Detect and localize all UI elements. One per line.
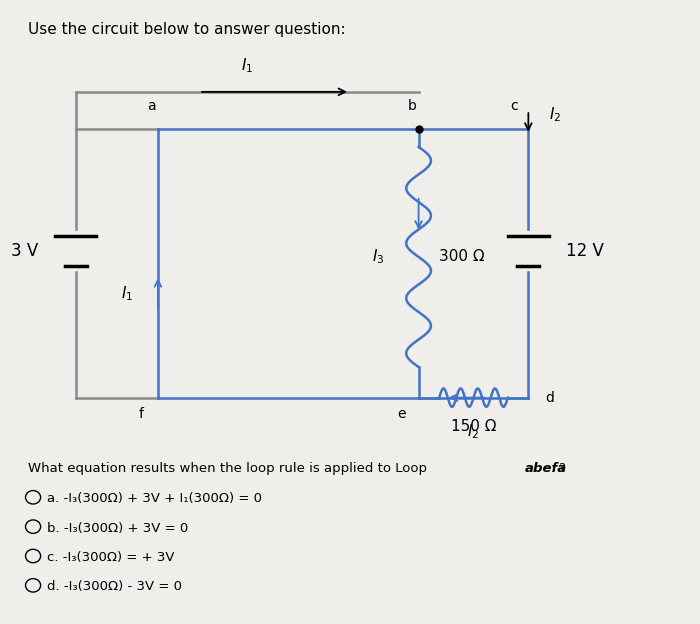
Text: e: e: [397, 407, 406, 421]
Text: 12 V: 12 V: [566, 242, 604, 260]
Text: 3 V: 3 V: [10, 242, 38, 260]
Text: d: d: [545, 391, 554, 404]
Text: c. -I₃(300Ω) = + 3V: c. -I₃(300Ω) = + 3V: [47, 551, 174, 564]
Text: abefa: abefa: [525, 462, 567, 475]
Text: $I_1$: $I_1$: [121, 285, 133, 303]
Text: d. -I₃(300Ω) - 3V = 0: d. -I₃(300Ω) - 3V = 0: [47, 580, 182, 593]
Text: What equation results when the loop rule is applied to Loop: What equation results when the loop rule…: [27, 462, 430, 475]
Text: a. -I₃(300Ω) + 3V + I₁(300Ω) = 0: a. -I₃(300Ω) + 3V + I₁(300Ω) = 0: [47, 492, 262, 505]
Text: f: f: [139, 407, 143, 421]
Text: ?: ?: [558, 462, 565, 475]
Text: 300 Ω: 300 Ω: [439, 250, 485, 265]
Text: c: c: [510, 99, 518, 114]
Text: b: b: [407, 99, 416, 114]
Text: a: a: [147, 99, 155, 114]
Text: $I_1$: $I_1$: [241, 56, 253, 75]
Text: Use the circuit below to answer question:: Use the circuit below to answer question…: [27, 22, 345, 37]
Text: b. -I₃(300Ω) + 3V = 0: b. -I₃(300Ω) + 3V = 0: [47, 522, 188, 535]
Text: 150 Ω: 150 Ω: [451, 419, 496, 434]
Text: $I_2$: $I_2$: [549, 105, 561, 124]
Text: $I_3$: $I_3$: [372, 248, 384, 266]
Text: $I_2$: $I_2$: [468, 422, 480, 441]
